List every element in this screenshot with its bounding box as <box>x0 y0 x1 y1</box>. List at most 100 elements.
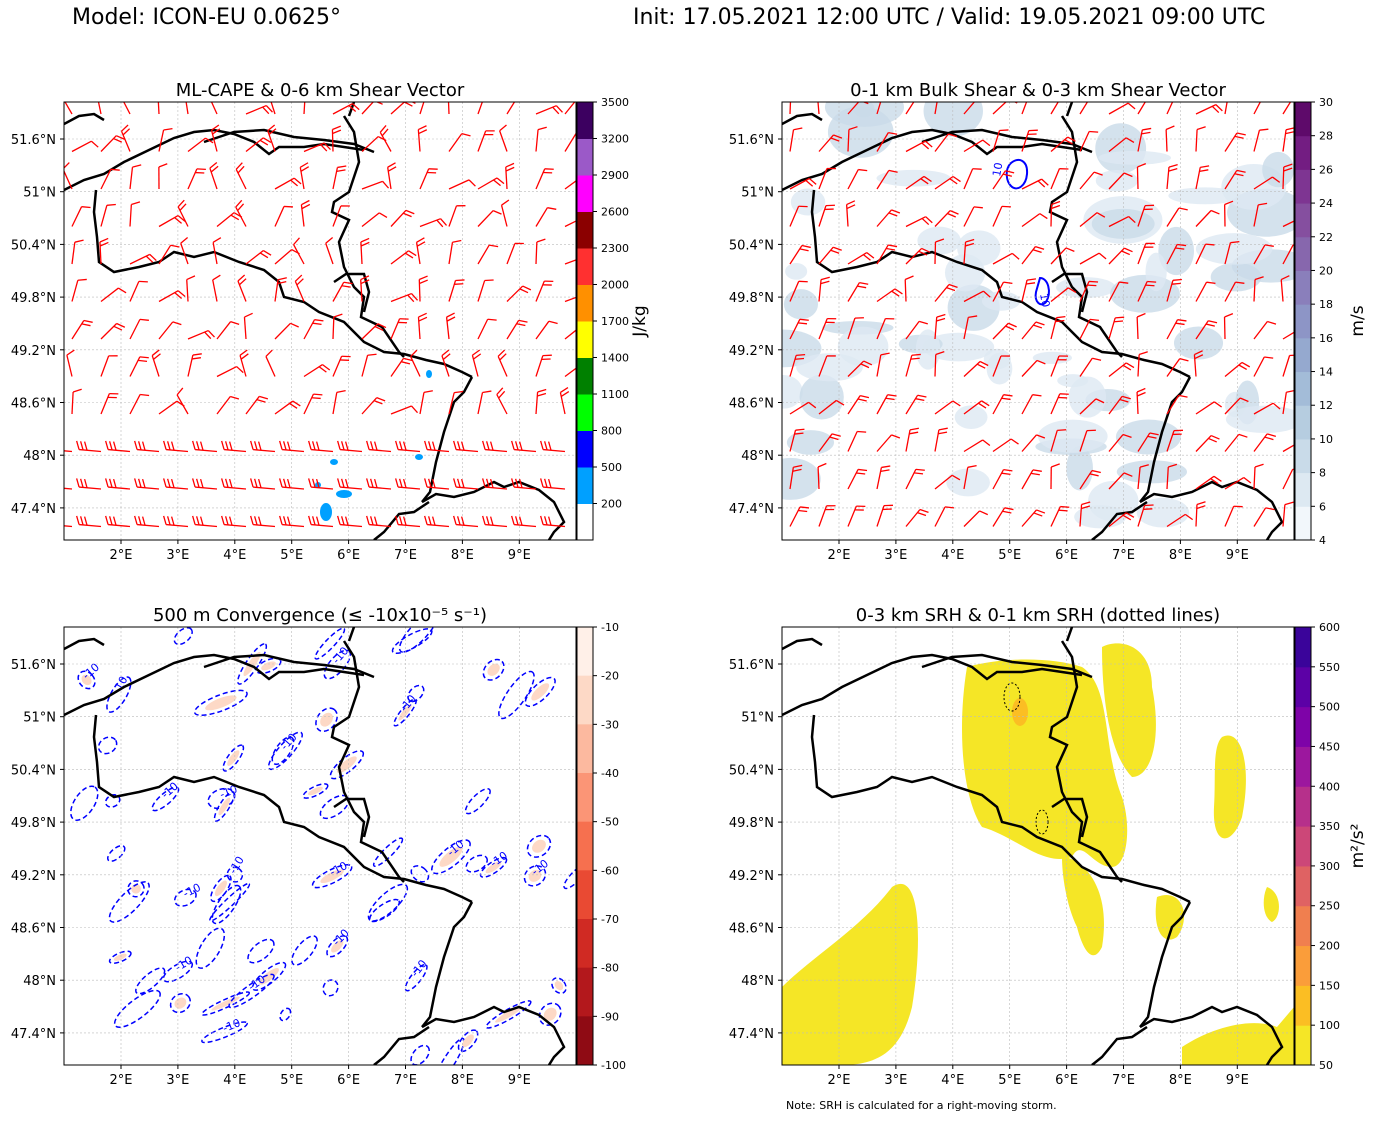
barb-staff <box>499 130 508 152</box>
barb-flag <box>289 402 298 409</box>
convergence-contour <box>195 927 226 969</box>
barb-flag <box>207 330 215 338</box>
barb-staff <box>1224 397 1241 415</box>
x-tick-label: 4°E <box>941 548 964 563</box>
wind-barb <box>1195 281 1216 302</box>
wind-barb <box>564 102 576 115</box>
barb-flag <box>262 106 270 115</box>
barb-flag <box>145 255 154 263</box>
barb-flag <box>891 290 900 297</box>
wind-barb <box>1253 202 1268 227</box>
barb-flag <box>263 249 272 256</box>
wind-barb <box>265 349 276 377</box>
wind-barb <box>1253 507 1275 527</box>
barb-flag <box>1091 469 1101 474</box>
srh-field <box>782 883 918 1065</box>
colorbar-tick-label: 250 <box>1319 900 1340 913</box>
barb-staff <box>992 252 1013 265</box>
barb-flag <box>112 516 117 526</box>
barb-flag <box>395 478 399 488</box>
wind-barb <box>245 395 269 415</box>
barb-flag <box>97 88 105 93</box>
barb-staff <box>361 323 379 340</box>
barb-flag <box>1178 394 1188 398</box>
barb-flag <box>965 242 975 247</box>
convergence-field <box>214 880 227 897</box>
barb-flag <box>1241 361 1251 368</box>
barb-staff <box>282 448 305 453</box>
wind-barb <box>66 349 75 377</box>
barb-staff <box>166 448 189 453</box>
barb-flag <box>199 441 204 451</box>
wind-barb <box>212 237 222 265</box>
convergence-field <box>218 797 231 816</box>
convergence-field <box>543 1007 557 1021</box>
barb-flag <box>499 124 507 132</box>
wind-barb <box>535 354 552 377</box>
wind-barb <box>448 279 465 302</box>
barb-staff <box>1137 354 1140 377</box>
wind-barb <box>818 355 836 377</box>
barb-flag <box>1147 435 1157 439</box>
border-line <box>1139 901 1192 1028</box>
barb-flag <box>113 325 123 331</box>
barb-flag <box>296 278 304 286</box>
barb-staff <box>496 394 508 415</box>
barb-flag <box>1123 172 1133 178</box>
cape-field <box>426 370 432 378</box>
barb-flag <box>141 441 146 451</box>
colorbar-tick-label: 26 <box>1319 163 1333 176</box>
colorbar-tick-label: 500 <box>1319 701 1340 714</box>
barb-flag <box>446 312 455 318</box>
barb-flag <box>282 516 287 526</box>
barb-flag <box>360 241 370 247</box>
barb-flag <box>301 199 310 206</box>
barb-staff <box>456 448 479 453</box>
barb-staff <box>535 241 538 265</box>
x-tick-label: 9°E <box>1226 548 1249 563</box>
barb-staff <box>1050 168 1061 190</box>
barb-flag <box>1114 320 1124 323</box>
wind-barb <box>64 450 73 453</box>
colorbar-segment <box>577 919 593 969</box>
wind-barb <box>1108 102 1136 115</box>
barb-flag <box>366 440 370 450</box>
colorbar-tick-label: -100 <box>601 1059 626 1072</box>
barb-staff <box>66 354 73 377</box>
barb-staff <box>1282 444 1294 453</box>
barb-flag <box>547 441 552 451</box>
barb-flag <box>793 464 803 468</box>
barb-flag <box>1168 463 1178 468</box>
barb-flag <box>177 290 186 297</box>
barb-staff <box>1166 466 1169 490</box>
model-title: Model: ICON-EU 0.0625° <box>72 5 341 30</box>
barb-flag <box>1235 281 1245 284</box>
wind-barb <box>1021 321 1045 340</box>
barb-staff <box>419 392 425 415</box>
convergence-field <box>174 997 187 1009</box>
barb-flag <box>547 207 557 210</box>
barb-flag <box>56 479 58 488</box>
wind-barb <box>1108 395 1131 415</box>
barb-staff <box>448 205 458 227</box>
wind-barb <box>390 292 419 303</box>
barb-flag <box>340 478 345 488</box>
colorbar-tick-label: 200 <box>601 498 622 511</box>
y-tick-label: 47.4°N <box>11 1027 56 1042</box>
barb-staff <box>1253 433 1268 452</box>
barb-flag <box>424 478 428 488</box>
wind-barb <box>177 199 189 227</box>
barb-flag <box>402 478 407 488</box>
barb-flag <box>97 92 105 97</box>
barb-staff <box>108 486 131 490</box>
barb-flag <box>72 388 82 393</box>
wind-barb <box>1195 165 1210 190</box>
barb-flag <box>1036 509 1046 514</box>
barb-flag <box>1125 512 1135 518</box>
barb-staff <box>1108 172 1125 190</box>
convergence-contour <box>314 627 346 660</box>
x-tick-label: 4°E <box>941 1073 964 1088</box>
convergence-field <box>531 683 550 701</box>
wind-barb <box>496 387 508 415</box>
